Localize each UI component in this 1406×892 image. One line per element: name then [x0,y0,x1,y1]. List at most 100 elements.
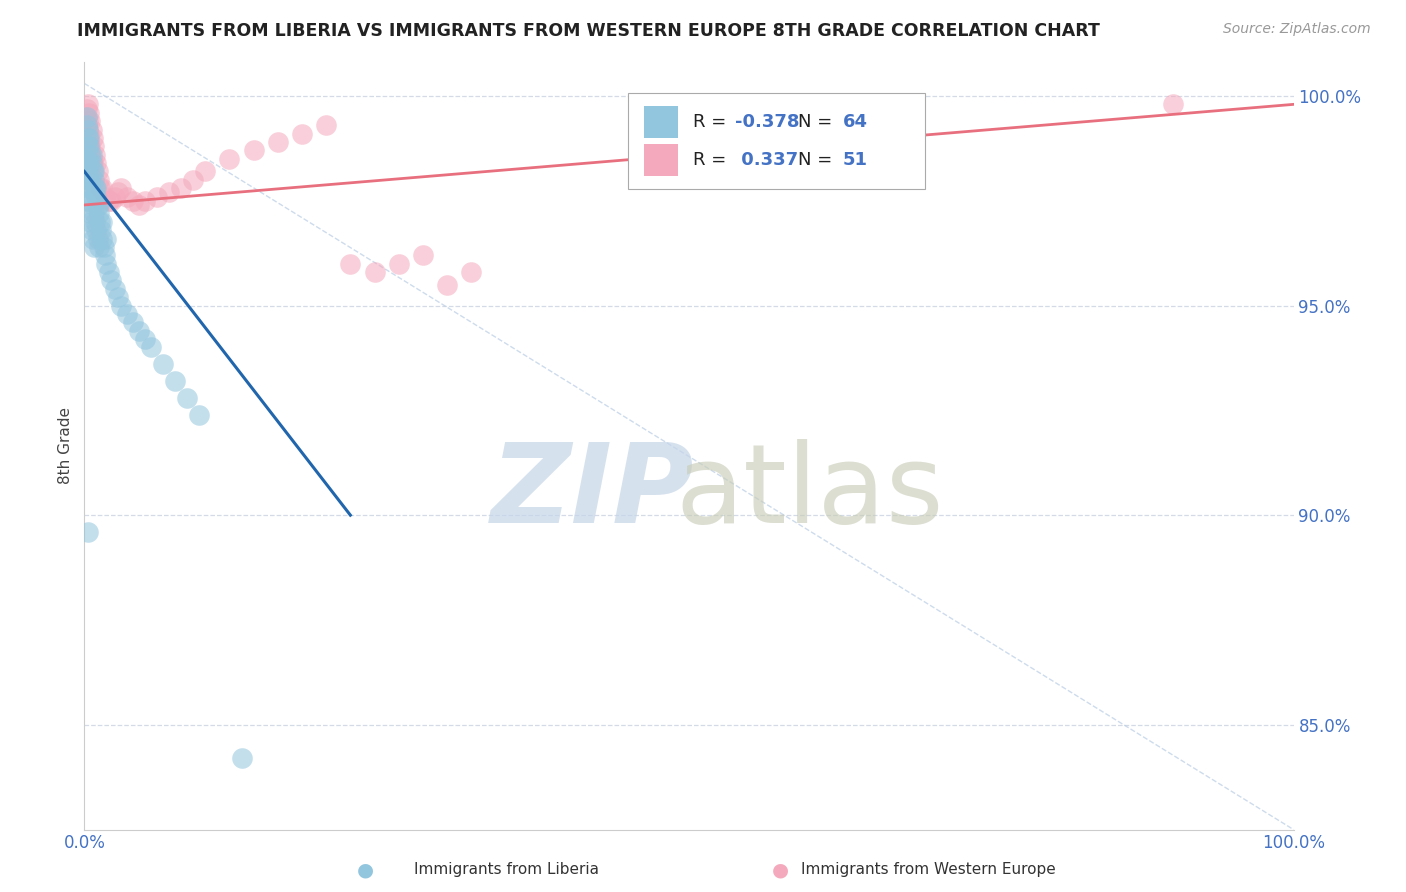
Point [77,122,100,136]
Text: N =: N = [797,113,838,131]
Text: atlas: atlas [676,439,943,546]
Point [75,164,97,178]
Point [231,751,253,765]
Point [86,189,108,203]
Point [76,181,98,195]
Point [86,164,108,178]
Point [76,110,98,124]
Point [77,122,100,136]
Point [134,194,156,208]
Point [218,152,240,166]
Point [121,315,143,329]
Point [77,97,100,112]
Point [412,248,434,262]
Point [79,139,101,153]
Text: R =: R = [693,113,731,131]
Point [77,156,100,170]
Point [80,147,103,161]
Point [94,231,117,245]
Point [76,131,98,145]
Point [89,215,111,229]
Text: ZIP: ZIP [491,439,695,546]
Point [104,189,127,203]
Text: 0.337: 0.337 [735,151,799,169]
Point [170,181,193,195]
Point [79,144,101,158]
Point [152,357,174,371]
Point [110,299,132,313]
Point [87,173,110,187]
Point [82,131,104,145]
Point [100,273,122,287]
Point [97,265,120,279]
Point [94,257,117,271]
Point [104,282,127,296]
Point [157,186,180,200]
Point [91,215,114,229]
Point [188,408,211,422]
Point [77,135,100,149]
Point [83,139,105,153]
Point [86,156,108,170]
Text: 51: 51 [842,151,868,169]
Point [115,307,138,321]
Point [83,173,105,187]
Text: 64: 64 [842,113,868,131]
Point [242,144,264,158]
Point [82,156,104,170]
Point [76,118,98,132]
Point [77,105,100,120]
Point [77,139,100,153]
Y-axis label: 8th Grade: 8th Grade [58,408,73,484]
Point [94,189,117,203]
Point [79,181,101,195]
Point [79,215,101,229]
Point [128,324,150,338]
Point [76,118,98,132]
Point [176,391,198,405]
Text: ●: ● [772,860,789,880]
Point [82,198,104,212]
Point [83,164,105,178]
Point [363,265,385,279]
Text: Immigrants from Liberia: Immigrants from Liberia [413,863,599,877]
Point [77,127,100,141]
FancyBboxPatch shape [644,106,678,138]
FancyBboxPatch shape [644,144,678,176]
Point [388,257,411,271]
Point [87,240,110,254]
Point [128,198,150,212]
Point [134,332,156,346]
Point [77,173,100,187]
Point [77,131,100,145]
Point [91,181,114,195]
Point [165,374,187,388]
Point [76,102,98,116]
Point [75,110,97,124]
Point [80,122,103,136]
Point [89,181,111,195]
Point [80,152,103,166]
Point [139,341,162,355]
Point [82,231,104,245]
Point [79,173,101,187]
Point [77,206,100,220]
Point [460,265,482,279]
Point [115,189,138,203]
Text: -0.378: -0.378 [735,113,800,131]
Point [79,147,101,161]
Point [77,194,100,208]
Point [291,127,314,141]
Point [77,131,100,145]
Point [107,186,129,200]
Point [87,206,110,220]
Point [91,231,114,245]
Point [181,173,204,187]
Point [1161,97,1184,112]
Point [76,152,98,166]
Point [86,231,108,245]
Point [77,160,100,174]
FancyBboxPatch shape [628,93,925,189]
Point [267,135,290,149]
Point [93,240,115,254]
